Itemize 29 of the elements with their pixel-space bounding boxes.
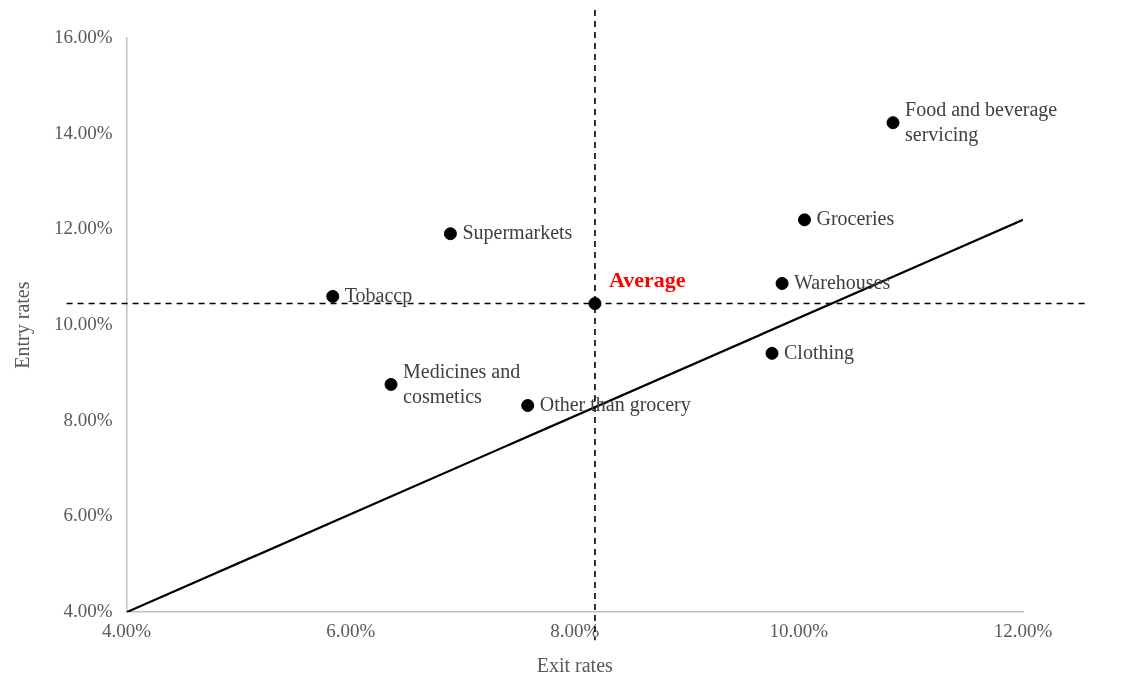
x-tick-label: 12.00% [993, 619, 1053, 641]
point [384, 377, 398, 391]
point [326, 289, 340, 303]
y-tick-label: 16.00% [54, 25, 113, 47]
x-tick-label: 10.00% [769, 619, 829, 641]
annotation: Tobaccp [344, 283, 413, 307]
point [886, 116, 900, 130]
x-tick-label: 6.00% [326, 619, 376, 641]
annotation: Food and beverage servicing [905, 97, 1058, 146]
x-tick-label: 4.00% [102, 619, 152, 641]
y-tick-label: 14.00% [54, 121, 113, 143]
annotation: Clothing [784, 340, 855, 364]
x-axis-title: Exit rates [536, 654, 614, 677]
annotation: Medicines and cosmetics [403, 359, 521, 407]
point [443, 227, 457, 241]
x-tick-label: 8.00% [550, 619, 600, 641]
annotation: Supermarkets [462, 220, 573, 244]
y-tick-label: 4.00% [63, 600, 113, 622]
point [765, 346, 779, 360]
y-tick-label: 8.00% [63, 408, 113, 430]
point [775, 276, 789, 290]
point [521, 398, 535, 412]
y-tick-label: 6.00% [63, 504, 113, 526]
y-tick-label: 12.00% [54, 217, 113, 239]
y-axis-title: Entry rates [11, 281, 35, 369]
series-label: Average [608, 267, 686, 293]
y-tick-label: 10.00% [54, 313, 113, 335]
point [798, 213, 811, 227]
annotation: Groceries [816, 207, 895, 230]
